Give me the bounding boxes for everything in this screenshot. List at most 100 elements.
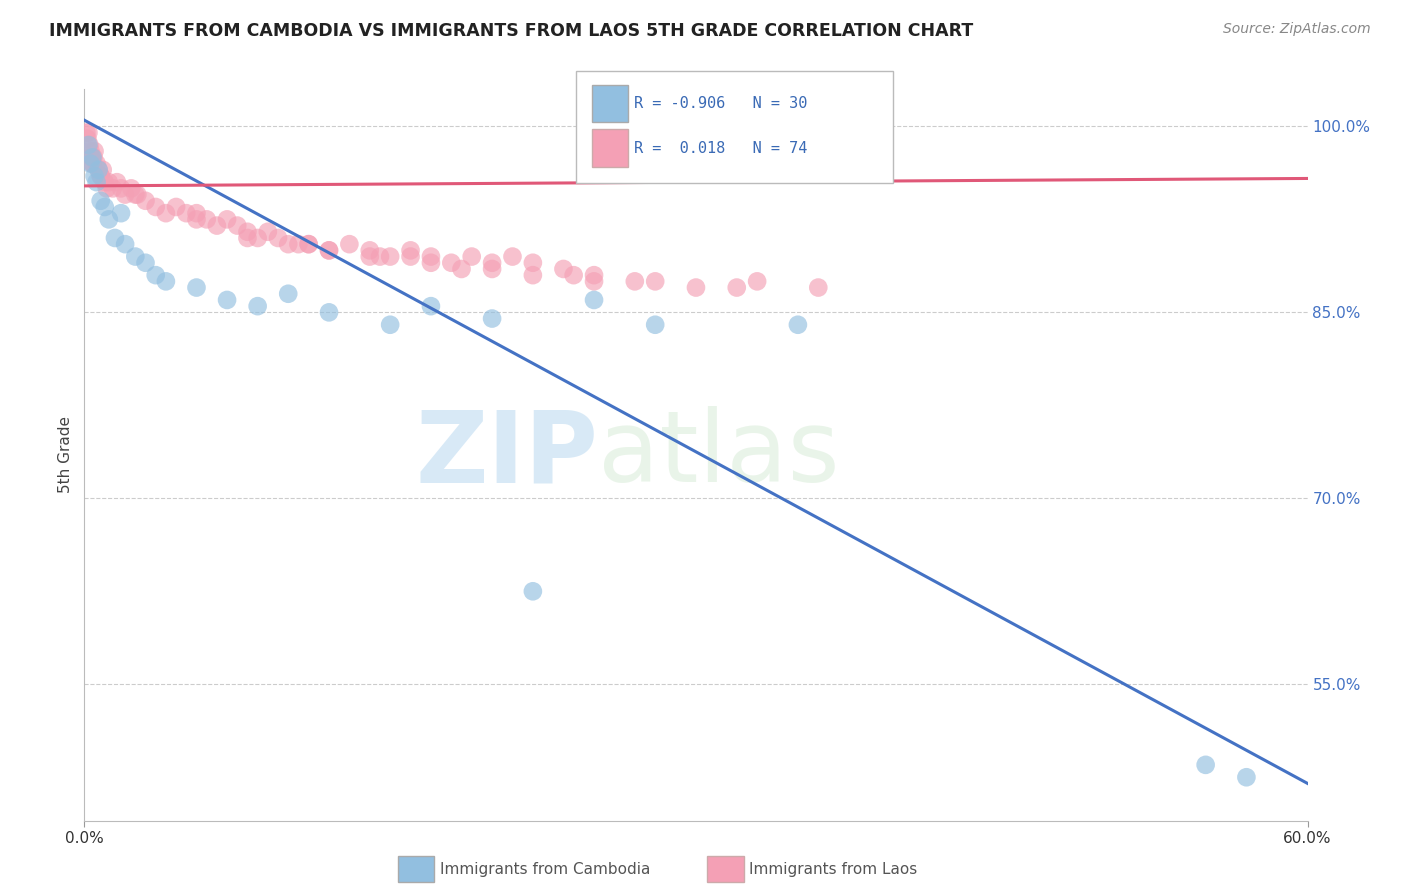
Point [481,311,503,326]
Point [440,256,463,270]
Point [110,206,132,220]
Point [257,225,280,239]
Point [318,244,340,258]
Point [195,212,218,227]
Point [420,250,443,264]
Point [77,138,100,153]
Point [725,280,748,294]
Point [87,162,110,177]
Text: ZIP: ZIP [415,407,598,503]
Point [93,175,115,189]
Point [155,206,177,220]
Point [420,256,443,270]
Point [79,144,101,158]
Point [186,212,208,227]
Point [101,181,124,195]
Point [380,250,402,264]
Point [135,194,157,208]
Text: Immigrants from Laos: Immigrants from Laos [749,863,918,877]
Point [75,126,97,140]
Point [165,200,187,214]
Point [226,219,249,233]
Point [83,150,105,164]
Point [82,156,104,170]
Point [522,584,544,599]
Text: R = -0.906   N = 30: R = -0.906 N = 30 [634,96,807,111]
Point [318,305,340,319]
Point [174,206,197,220]
Point [217,212,239,227]
Point [86,175,108,189]
Point [318,244,340,258]
Point [114,187,136,202]
Point [82,150,104,164]
Point [522,268,544,282]
Point [87,162,110,177]
Point [277,237,299,252]
Point [86,156,108,170]
Point [481,256,503,270]
Point [79,138,101,153]
Point [298,237,321,252]
Point [298,237,321,252]
Point [110,181,132,195]
Point [562,268,585,282]
Point [93,200,115,214]
Point [246,231,269,245]
Point [787,318,810,332]
Text: Source: ZipAtlas.com: Source: ZipAtlas.com [1223,22,1371,37]
Point [124,250,146,264]
Point [583,293,606,307]
Point [127,187,149,202]
Point [685,280,707,294]
Point [420,299,443,313]
Point [104,231,127,245]
Point [83,144,105,158]
Point [359,250,381,264]
Point [80,150,103,164]
Point [145,268,167,282]
Point [77,126,100,140]
Point [380,318,402,332]
Point [583,268,606,282]
Point [461,250,484,264]
Point [481,262,503,277]
Point [155,274,177,288]
Point [236,225,259,239]
Text: IMMIGRANTS FROM CAMBODIA VS IMMIGRANTS FROM LAOS 5TH GRADE CORRELATION CHART: IMMIGRANTS FROM CAMBODIA VS IMMIGRANTS F… [49,22,973,40]
Point [82,156,104,170]
Point [145,200,167,214]
Point [217,293,239,307]
Point [553,262,575,277]
Point [399,250,422,264]
Point [747,274,769,288]
Point [267,231,290,245]
Point [1195,757,1218,772]
Point [135,256,157,270]
Text: atlas: atlas [598,407,839,503]
Point [120,181,142,195]
Point [114,237,136,252]
Point [90,169,112,183]
Point [83,169,105,183]
Point [76,132,98,146]
Point [186,206,208,220]
Point [450,262,472,277]
Point [91,162,114,177]
Point [79,156,101,170]
Point [368,250,391,264]
Point [97,175,120,189]
Point [807,280,830,294]
Point [399,244,422,258]
Point [96,181,118,195]
Point [339,237,361,252]
Point [1236,770,1258,784]
Point [359,244,381,258]
Point [124,187,146,202]
Point [90,194,112,208]
Point [644,318,666,332]
Point [205,219,228,233]
Y-axis label: 5th Grade: 5th Grade [58,417,73,493]
Text: Immigrants from Cambodia: Immigrants from Cambodia [440,863,651,877]
Text: R =  0.018   N = 74: R = 0.018 N = 74 [634,141,807,155]
